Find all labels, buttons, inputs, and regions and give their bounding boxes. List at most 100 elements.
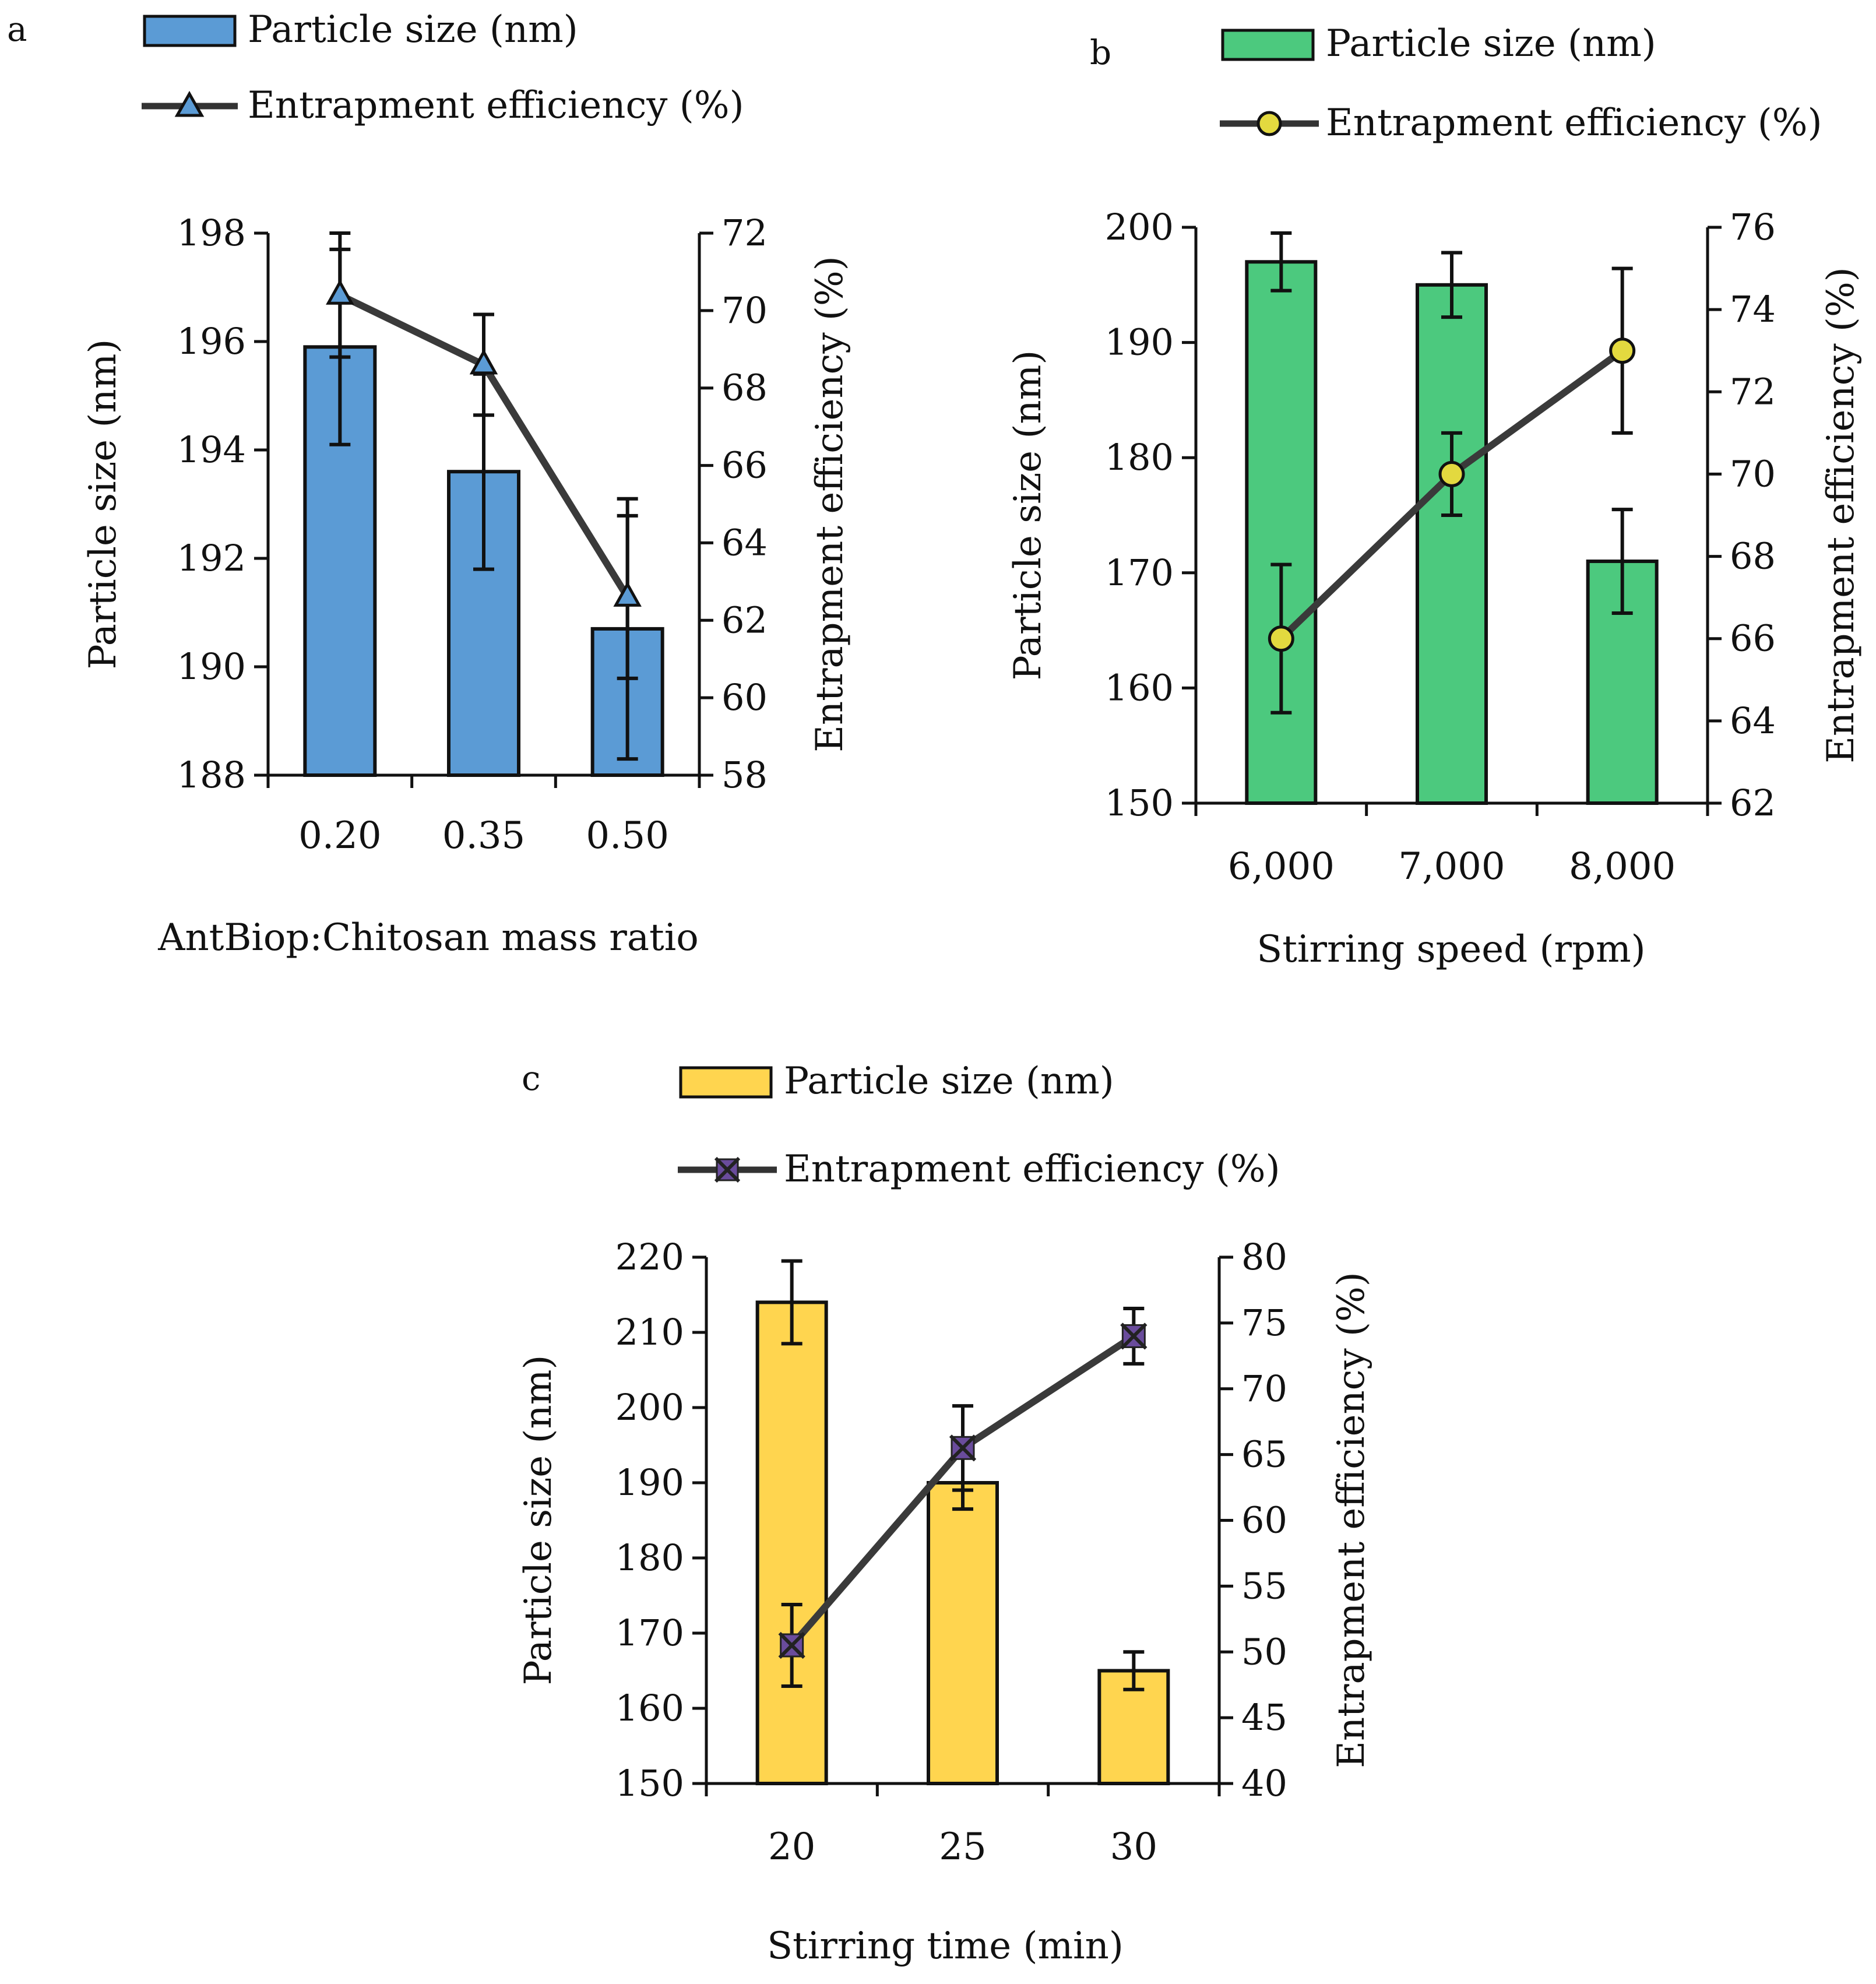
panel-label-b: b [1090, 33, 1111, 72]
x-ticklabels-c: 20 25 30 [768, 1825, 1157, 1869]
right-tick-label: 68 [1730, 535, 1776, 578]
right-tick-label: 76 [1730, 206, 1776, 248]
legend-c-x-marker-icon [714, 1156, 741, 1183]
bars-c [755, 1300, 1170, 1785]
right-tick-label: 60 [721, 676, 768, 719]
legend-b: Particle size (nm) Entrapment efficiency… [1220, 22, 1822, 145]
right-tick-label: 70 [1241, 1367, 1287, 1410]
left-tick-label: 150 [1105, 782, 1174, 824]
right-tick-label: 70 [1730, 452, 1776, 495]
y-axis-title-b: Particle size (nm) [1006, 350, 1050, 681]
right-tick-label: 60 [1241, 1499, 1287, 1542]
bar-error-bar [781, 1259, 803, 1346]
bars-b [1245, 260, 1659, 805]
left-tick-label: 170 [615, 1612, 684, 1654]
right-tick-label: 66 [1730, 617, 1776, 660]
errbars-b-bars [1270, 231, 1633, 615]
line-point-marker [1438, 460, 1465, 487]
right-tick-label: 62 [721, 599, 768, 641]
left-tick-label: 210 [615, 1311, 684, 1353]
left-tick-label: 170 [1105, 551, 1174, 594]
legend-c-bar-swatch [679, 1066, 773, 1099]
legend-b-circle-icon [1256, 111, 1282, 136]
x-tick-label: 0.35 [442, 814, 526, 857]
bar-error-bar [1123, 1650, 1145, 1691]
right-tick-label: 72 [1730, 370, 1776, 413]
right-tick-label: 40 [1241, 1762, 1287, 1804]
right-tick-label: 62 [1730, 782, 1776, 824]
panel-b: b Particle size (nm) Entrapment efficien… [1006, 22, 1863, 971]
right-tick-label: 65 [1241, 1433, 1287, 1476]
right-tick-label: 55 [1241, 1564, 1287, 1607]
bar [755, 1300, 828, 1785]
y-axis-title-c: Particle size (nm) [517, 1355, 560, 1686]
right-ticklabels-c: 40 45 50 55 60 65 70 75 80 [1241, 1236, 1287, 1804]
legend-b-line-label: Entrapment efficiency (%) [1326, 101, 1822, 145]
markers-c [778, 1322, 1148, 1659]
left-ticklabels-a: 188 190 192 194 196 198 [177, 212, 246, 796]
legend-a-triangle-icon [174, 90, 205, 117]
left-tick-label: 180 [615, 1536, 684, 1579]
line-point-marker [1268, 625, 1294, 652]
left-ticklabels-c: 150 160 170 180 190 200 210 220 [615, 1236, 684, 1804]
x-axis-title-a: AntBiop:Chitosan mass ratio [157, 916, 699, 959]
left-tick-label: 190 [1105, 321, 1174, 364]
left-tick-label: 194 [177, 428, 246, 471]
right-tick-label: 64 [721, 521, 768, 564]
line-point-marker [778, 1631, 805, 1659]
legend-b-bar-swatch [1221, 29, 1315, 61]
left-tick-label: 200 [1105, 206, 1174, 248]
left-tick-label: 150 [615, 1762, 684, 1804]
plot-b: 150 160 170 180 190 200 62 64 66 68 70 72 74 76 6,00… [1006, 206, 1863, 971]
panel-c: c Particle size (nm) Entrapment efficien… [517, 1058, 1373, 1968]
right-tick-label: 74 [1730, 288, 1776, 330]
bar [927, 1481, 999, 1785]
left-tick-label: 190 [615, 1461, 684, 1504]
bar-error-bar [1441, 251, 1462, 319]
left-tick-label: 198 [177, 212, 246, 254]
legend-c-bar-label: Particle size (nm) [784, 1060, 1114, 1103]
bar [1416, 283, 1488, 805]
line-point-marker [1609, 337, 1636, 364]
right-tick-label: 75 [1241, 1301, 1287, 1344]
legend-a: Particle size (nm) Entrapment efficiency… [142, 8, 744, 127]
legend-a-bar-swatch [143, 15, 237, 47]
left-tick-label: 188 [177, 754, 246, 796]
right-tick-label: 50 [1241, 1630, 1287, 1673]
x-tick-label: 25 [939, 1825, 986, 1869]
right-ticklabels-a: 58 60 62 64 66 68 70 72 [721, 212, 768, 796]
x-tick-label: 8,000 [1569, 845, 1676, 888]
right-tick-label: 45 [1241, 1696, 1287, 1739]
legend-a-bar-label: Particle size (nm) [248, 8, 578, 51]
x-axis-title-c: Stirring time (min) [767, 1925, 1124, 1968]
left-tick-label: 160 [615, 1687, 684, 1729]
panel-label-a: a [7, 9, 27, 49]
x-ticklabels-b: 6,000 7,000 8,000 [1228, 845, 1676, 888]
line-point-marker [613, 581, 642, 607]
legend-b-bar-label: Particle size (nm) [1326, 22, 1656, 65]
panel-a: a Particle size (nm) Entrapment efficien… [7, 8, 851, 959]
bar-error-bar [1611, 508, 1633, 615]
ticks-b [1182, 226, 1722, 816]
ticks-a [254, 231, 713, 788]
legend-c: Particle size (nm) Entrapment efficiency… [678, 1060, 1280, 1191]
x-tick-label: 6,000 [1228, 845, 1335, 888]
y2-axis-title-c: Entrapment efficiency (%) [1330, 1272, 1373, 1768]
markers-a [326, 279, 642, 607]
line-point-marker [469, 349, 498, 375]
legend-a-line-label: Entrapment efficiency (%) [248, 84, 744, 127]
left-tick-label: 200 [615, 1386, 684, 1429]
left-ticklabels-b: 150 160 170 180 190 200 [1105, 206, 1174, 824]
bar-error-bar [1270, 231, 1292, 293]
right-ticklabels-b: 62 64 66 68 70 72 74 76 [1730, 206, 1776, 824]
y-axis-title-a: Particle size (nm) [82, 339, 125, 670]
x-tick-label: 30 [1110, 1825, 1157, 1869]
right-tick-label: 58 [721, 754, 768, 796]
x-axis-title-b: Stirring speed (rpm) [1256, 928, 1645, 971]
y2-axis-title-b: Entrapment efficiency (%) [1819, 267, 1863, 764]
plot-a: 188 190 192 194 196 198 58 60 62 64 66 68 70 72 0.20… [82, 212, 851, 959]
left-tick-label: 220 [615, 1236, 684, 1278]
x-tick-label: 7,000 [1398, 845, 1505, 888]
line-point-marker [1120, 1322, 1148, 1350]
